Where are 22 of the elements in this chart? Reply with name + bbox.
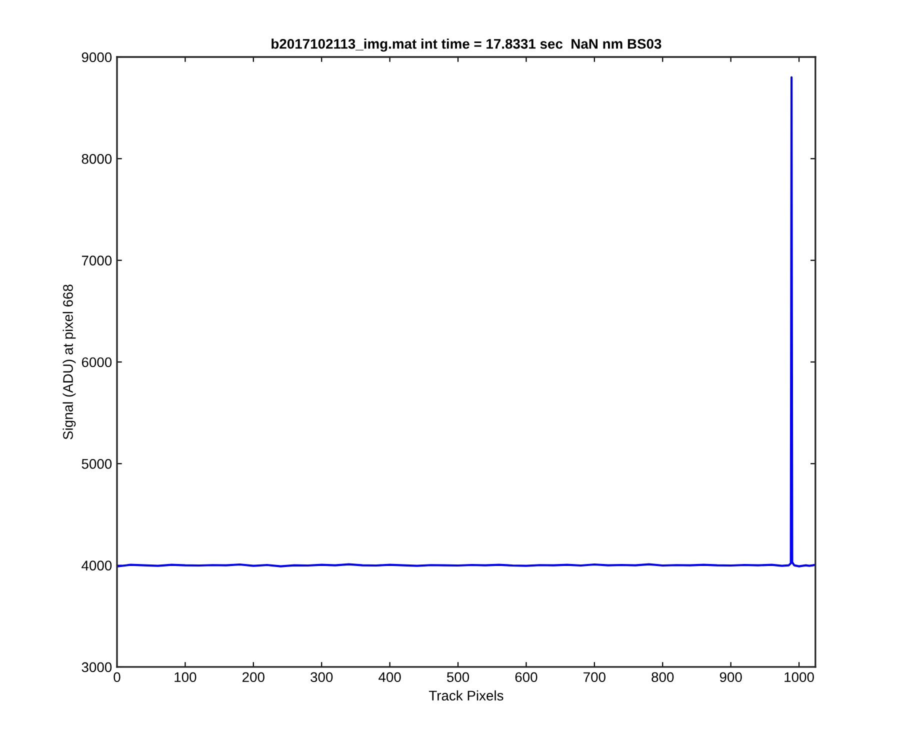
x-tick-label: 0 [114, 672, 120, 682]
line-series [117, 76, 816, 568]
y-tick-label: 3000 [82, 662, 112, 672]
x-tick-label: 200 [242, 672, 264, 682]
x-tick-label: 900 [720, 672, 742, 682]
x-tick-label: 500 [446, 672, 470, 682]
y-tick-label: 5000 [82, 458, 112, 469]
y-tick-label: 7000 [82, 256, 112, 266]
y-tick-label: 9000 [82, 52, 112, 62]
y-tick-label: 4000 [82, 560, 112, 570]
chart-title: b2017102113_img.mat int time = 17.8331 sec NaN nm BS03 [272, 38, 662, 52]
y-tick-label: 8000 [82, 154, 112, 164]
y-tick-label: 6000 [82, 357, 112, 368]
x-axis-title: Track Pixels [428, 690, 504, 701]
x-tick-label: 800 [652, 672, 674, 682]
x-tick-label: 400 [378, 672, 401, 682]
x-tick-label: 600 [515, 672, 538, 682]
y-axis-title: Signal (ADU) at pixel 668 [62, 284, 76, 440]
x-tick-label: 100 [174, 672, 196, 682]
x-tick-label: 1000 [784, 672, 814, 682]
x-tick-label: 300 [310, 672, 333, 682]
x-tick-label: 700 [584, 672, 606, 682]
